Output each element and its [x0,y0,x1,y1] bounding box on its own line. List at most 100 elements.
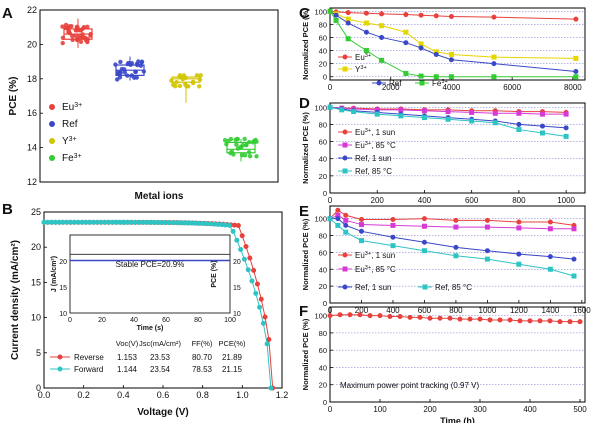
panel-letter-A: A [2,5,13,22]
y-tick-label: 20 [319,282,327,291]
data-point [177,83,183,89]
inset-x-tick: 60 [162,317,170,324]
x-tick-label: 1.2 [276,390,289,400]
table-cell: 23.54 [150,365,171,374]
data-point [540,111,545,117]
data-point [73,28,78,33]
data-point [234,142,239,147]
x-tick-label: 500 [573,405,587,414]
data-point [516,225,522,231]
table-cell: 80.70 [192,353,213,362]
data-point [516,251,522,257]
data-point [407,314,413,320]
x-tick-label: 6000 [503,83,521,92]
y-tick-label: 60 [319,33,327,42]
data-point [417,314,423,320]
data-point [343,229,349,235]
legend-entry: Forward [74,365,103,374]
data-point [170,82,176,87]
data-point [266,336,272,342]
panel-letter-C: C [299,5,310,22]
legend-entry: Ref, 85 °C [435,283,472,292]
y-tick-label: 40 [319,155,327,164]
y-tick-label: 100 [314,215,327,224]
panel-e-frame [329,205,586,304]
table-header: Jsc(mA/cm²) [139,339,182,348]
series-line [329,209,575,226]
data-point [491,74,497,80]
panel-letter-F: F [299,303,308,320]
data-point [244,142,249,148]
data-point [448,57,454,63]
data-point [358,216,364,222]
data-point [398,107,404,113]
data-point [80,34,85,40]
data-point [347,312,353,318]
data-point [113,62,118,67]
x-tick-label: 800 [449,306,463,315]
x-tick-label: 800 [512,196,526,205]
panel-c-frame [329,7,586,81]
y-tick-label: 20 [319,172,327,181]
legend-marker [49,138,55,144]
x-tick-label: 100 [373,405,387,414]
table-header: PCE(%) [218,339,246,348]
data-point [253,290,259,296]
series-1 [327,8,579,61]
y-tick-label: 100 [314,312,327,321]
data-point [258,296,264,302]
data-point [72,33,77,38]
data-point [343,222,349,228]
data-point [390,234,396,240]
data-point [116,72,121,77]
data-point [242,153,248,158]
data-point [235,223,241,229]
inset-x-tick: 0 [68,317,72,324]
data-point [539,123,545,129]
y-tick-label: 20 [31,242,41,252]
data-point [226,222,232,228]
data-point [234,237,240,243]
x-tick-label: 0.2 [77,390,90,400]
data-point [70,37,75,43]
x-tick-label: 400 [386,306,400,315]
data-point [133,69,138,74]
table-cell: 21.15 [222,365,243,374]
data-point [342,54,348,60]
series-line [329,10,576,72]
x-tick-label: 400 [523,405,537,414]
data-point [379,11,385,17]
panel-d-frame [329,102,586,194]
y-tick-label: 80 [319,120,327,129]
data-point [247,255,253,261]
data-point [85,38,90,43]
x-tick-label: 1400 [541,306,559,315]
series-1 [327,104,569,117]
data-point [180,77,185,82]
data-point [239,152,245,158]
inset-y-label-right: PCE (%) [211,260,218,287]
inset-y-tick: 10 [59,311,67,318]
data-point [433,51,439,57]
legend-entry: Fe3+ [62,153,82,165]
data-point [516,121,522,127]
data-point [437,315,443,321]
data-point [477,316,483,322]
data-point [345,36,351,42]
y-tick-label: 22 [27,5,37,15]
data-point [268,385,274,391]
box-group-2 [169,73,203,103]
x-axis-label: Time (h) [440,416,475,423]
data-point [260,320,266,326]
data-point [335,207,341,213]
data-point [245,267,251,273]
data-point [88,33,93,38]
data-point [327,216,333,222]
data-point [547,266,553,272]
data-point [571,256,577,262]
data-point [233,137,238,142]
data-point [138,63,144,68]
data-point [57,354,63,360]
data-point [345,16,351,22]
x-tick-label: 200 [423,405,437,414]
